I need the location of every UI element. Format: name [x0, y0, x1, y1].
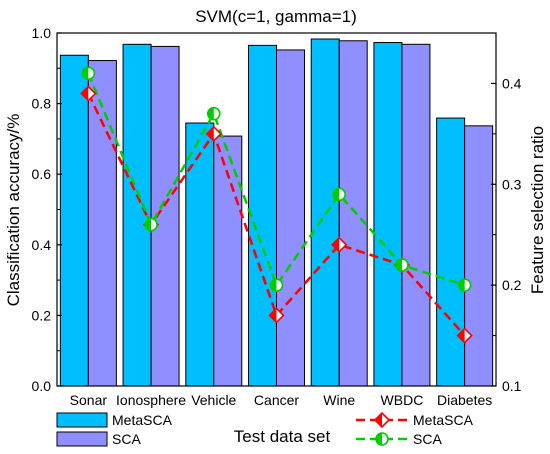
right-tick-label: 0.1 [502, 378, 522, 394]
lines-layer [80, 66, 473, 344]
left-tick-label: 0.2 [32, 307, 52, 323]
x-tick-label-diabetes: Diabetes [437, 392, 492, 408]
bar-metasca-sonar [59, 54, 89, 387]
bar-sca-cancer [276, 49, 305, 387]
bar-sca-vehicle [213, 135, 243, 387]
bar-sca-sonar [87, 60, 117, 387]
legend-swatch-sca-bar [56, 431, 108, 447]
legend-marker-sca [375, 432, 389, 446]
point-sca-wine [332, 187, 347, 202]
legend-label-sca-bar: SCA [112, 431, 141, 447]
bar-sca-diabetes [464, 125, 494, 387]
x-tick-label-sonar: Sonar [70, 392, 108, 408]
left-tick-label: 0.6 [32, 166, 52, 182]
x-tick-label-cancer: Cancer [254, 392, 299, 408]
x-tick-label-wbdc: WBDC [381, 392, 424, 408]
right-axis: 0.1 0.2 0.3 0.4 [491, 32, 522, 394]
point-sca-cancer [269, 278, 284, 292]
point-metasca-wine [331, 236, 348, 253]
y-axis-label: Classification accuracy/% [4, 114, 23, 307]
right-tick-label: 0.2 [502, 277, 522, 293]
point-metasca-diabetes [456, 327, 473, 344]
point-sca-wbdc [395, 258, 409, 272]
bar-sca-wine [338, 40, 368, 387]
legend-label-metasca-line: MetaSCA [413, 412, 474, 428]
point-sca-diabetes [457, 278, 472, 292]
point-metasca-sonar [80, 85, 97, 102]
legend: MetaSCA SCA MetaSCA SCA [56, 411, 474, 447]
x-tick-label-ionosphere: Ionosphere [116, 392, 186, 408]
bar-sca-wbdc [401, 43, 431, 387]
left-tick-label: 0.8 [32, 96, 52, 112]
right-tick-label: 0.3 [502, 176, 522, 192]
right-tick-label: 0.4 [502, 75, 522, 91]
point-metasca-vehicle [205, 125, 222, 142]
left-axis: 0.0 0.2 0.4 0.6 0.8 1.0 [32, 25, 62, 394]
bar-metasca-cancer [248, 44, 277, 387]
left-tick-label: 0.0 [32, 378, 52, 394]
legend-swatch-metasca-bar [56, 412, 108, 428]
point-metasca-cancer [268, 307, 285, 324]
chart-title: SVM(c=1, gamma=1) [195, 7, 357, 26]
point-sca-sonar [81, 66, 96, 81]
legend-label-sca-line: SCA [413, 431, 442, 447]
left-tick-label: 0.4 [32, 237, 52, 253]
bar-metasca-diabetes [436, 117, 466, 387]
bars-layer [59, 38, 494, 387]
x-tick-label-vehicle: Vehicle [191, 392, 236, 408]
point-sca-vehicle [206, 106, 221, 121]
point-sca-ionosphere [144, 217, 158, 232]
bar-metasca-wbdc [373, 42, 403, 387]
x-axis-label: Test data set [234, 427, 331, 446]
x-tick-label-wine: Wine [323, 392, 355, 408]
y-axis-right-label: Feature selection ratio [528, 126, 547, 294]
legend-label-metasca-bar: MetaSCA [112, 412, 173, 428]
left-tick-label: 1.0 [32, 25, 52, 41]
legend-marker-metasca [373, 411, 391, 429]
bar-metasca-vehicle [185, 122, 215, 387]
x-axis: Sonar Ionosphere Vehicle Cancer Wine WBDC Diab… [70, 392, 493, 408]
